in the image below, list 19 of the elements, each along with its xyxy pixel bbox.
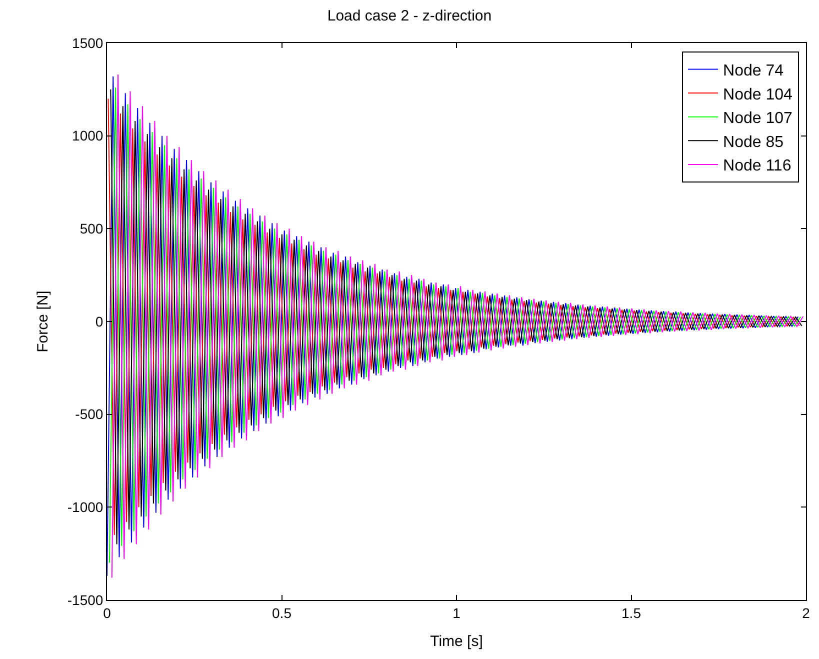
legend-label: Node 107: [723, 110, 792, 128]
y-tick-label: -1500: [67, 592, 104, 608]
x-tick-label: 0.5: [272, 604, 292, 621]
y-tick-label: 1500: [72, 34, 104, 51]
legend-label: Node 74: [723, 62, 784, 80]
legend-label: Node 85: [723, 134, 784, 151]
legend-label: Node 104: [723, 86, 792, 104]
y-tick-label: -1000: [67, 499, 104, 516]
y-tick-label: -500: [75, 406, 104, 422]
x-tick-label: 1.5: [622, 604, 642, 621]
y-axis-title: Force [N]: [34, 290, 52, 352]
y-tick-label: 1000: [72, 128, 104, 144]
legend-label: Node 116: [723, 158, 792, 175]
chart-title: Load case 2 - z-direction: [327, 7, 492, 24]
y-tick-label: 500: [80, 220, 104, 237]
x-tick-label: 1: [452, 604, 461, 621]
x-tick-label: 2: [802, 604, 810, 621]
y-tick-label: 0: [95, 313, 104, 330]
x-axis-title: Time [s]: [430, 632, 483, 650]
